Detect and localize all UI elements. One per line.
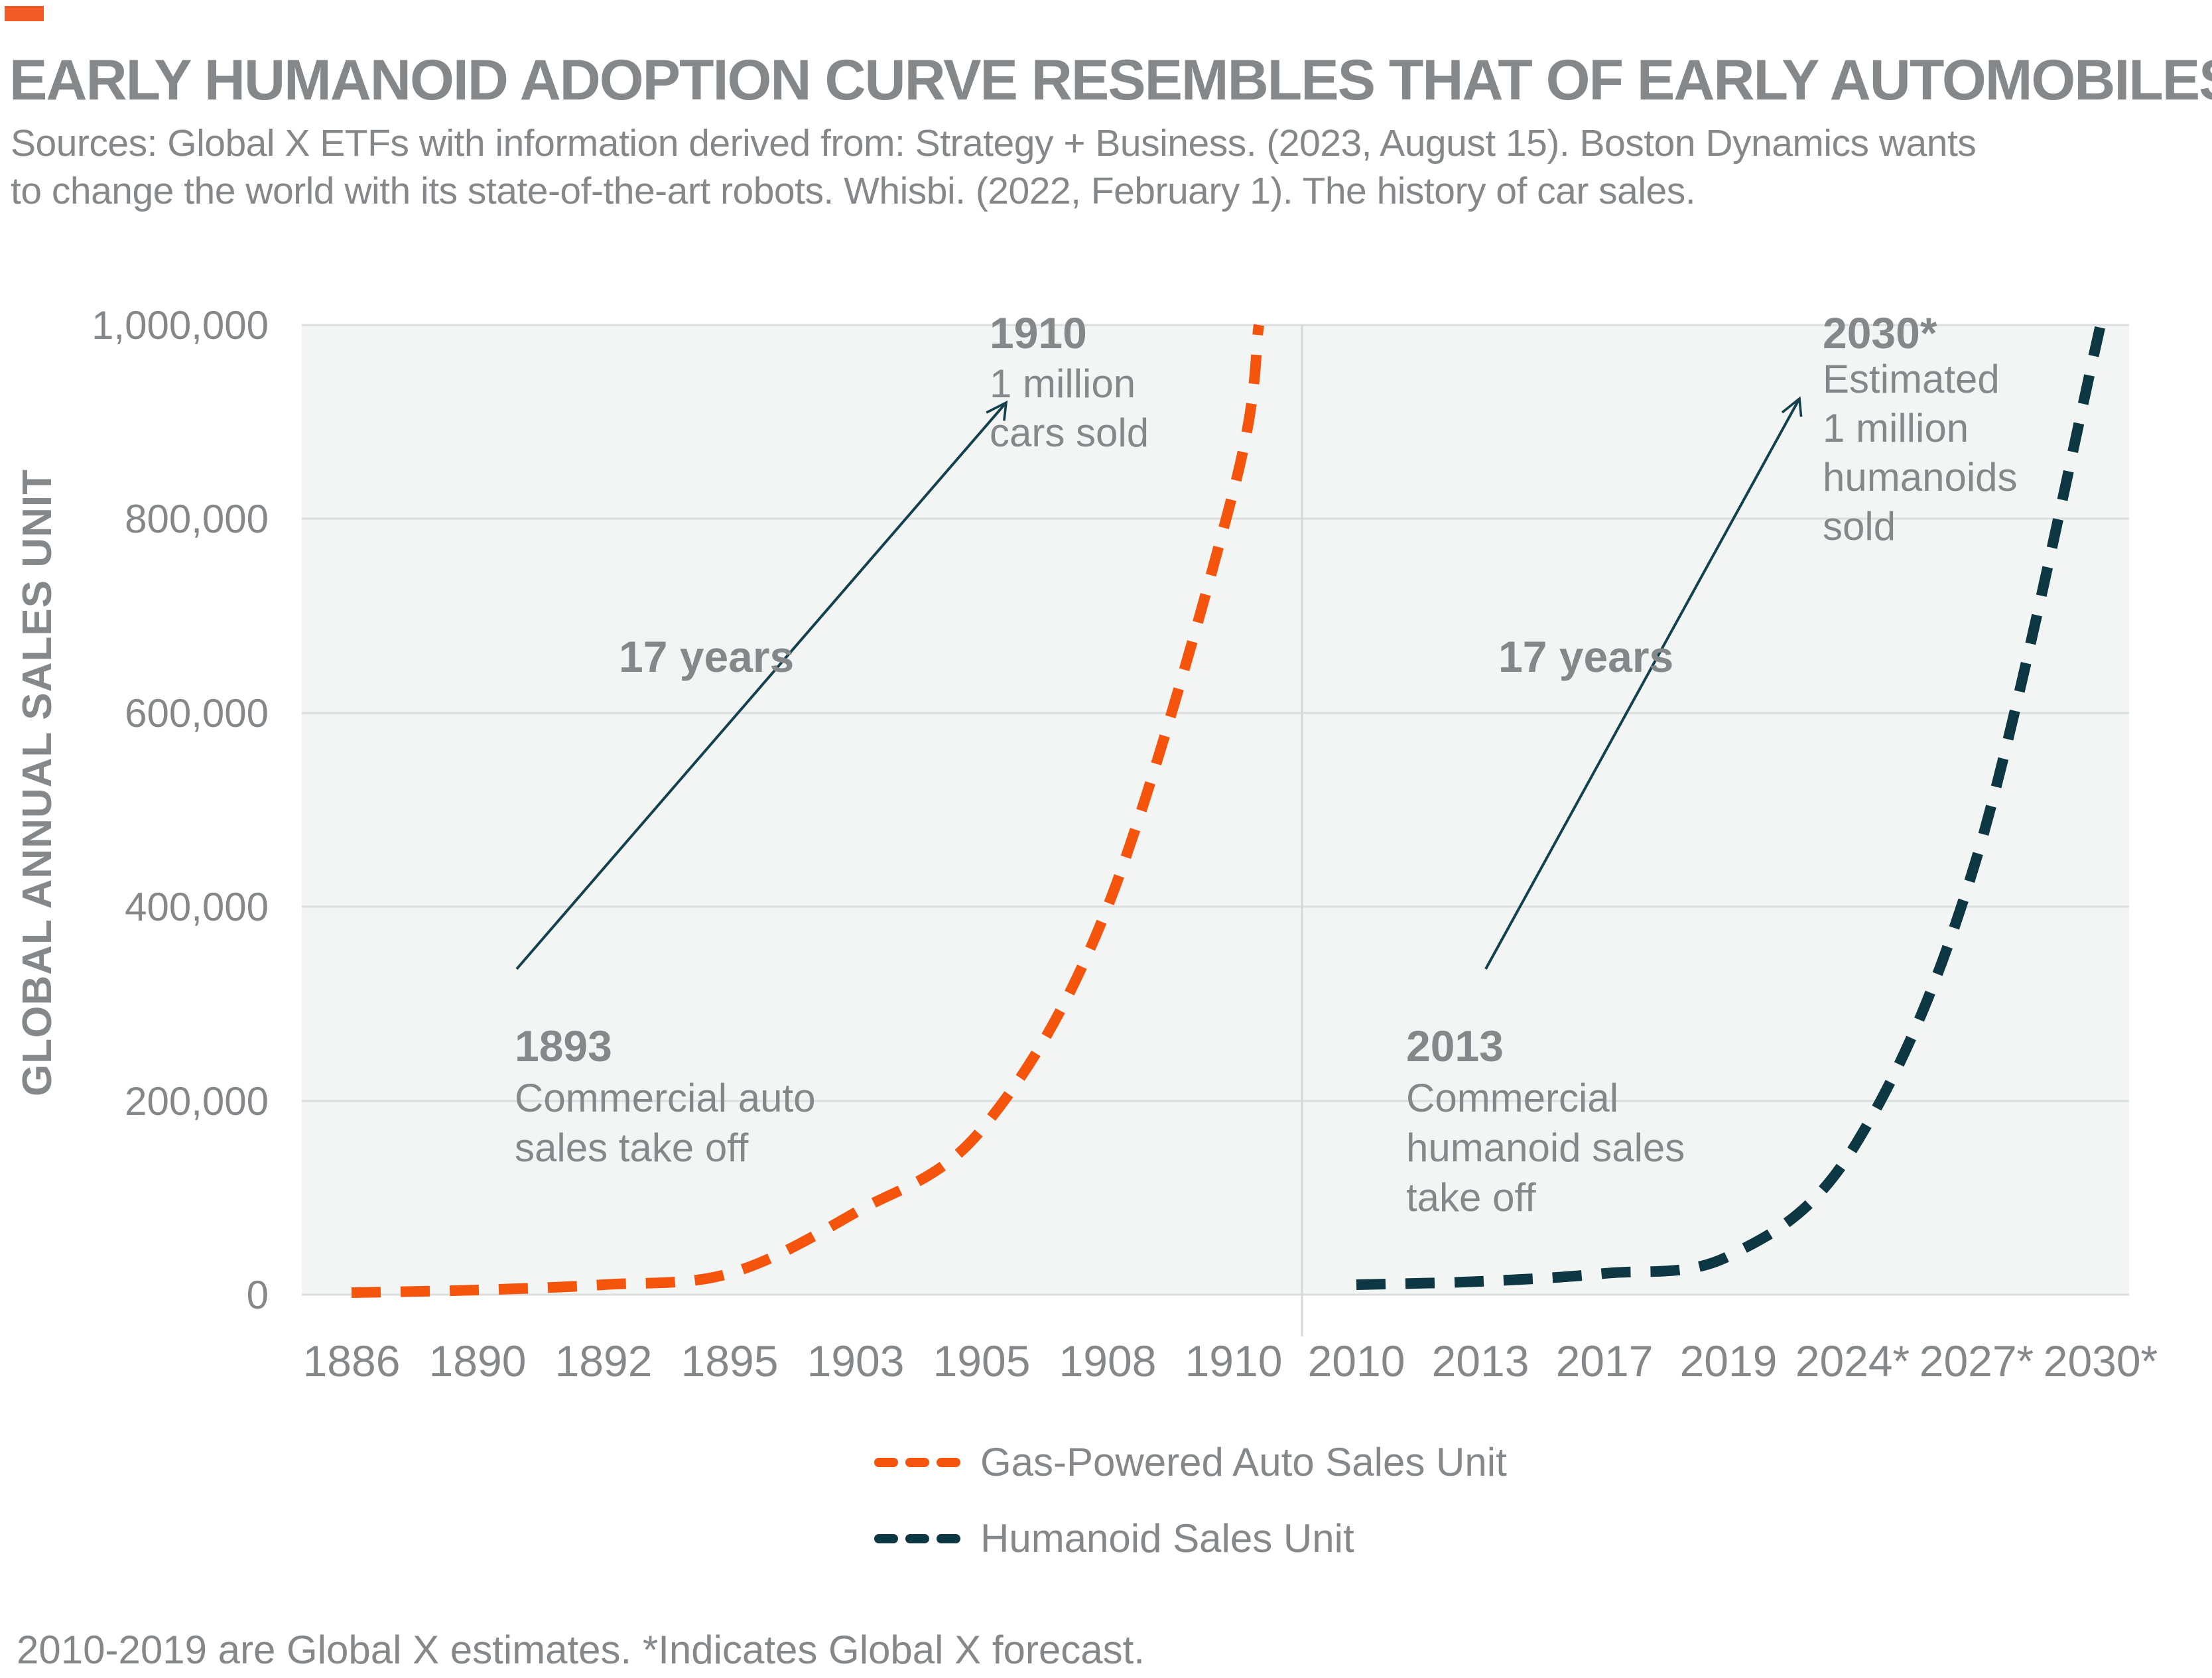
x-tick: 1903 — [807, 1336, 905, 1386]
y-axis-ticks: 1,000,000 800,000 600,000 400,000 200,00… — [92, 303, 269, 1317]
annotation-line: humanoids — [1823, 455, 2018, 499]
page-title: EARLY HUMANOID ADOPTION CURVE RESEMBLES … — [9, 48, 2212, 112]
y-tick: 200,000 — [125, 1079, 269, 1124]
annotation-year: 1893 — [515, 1021, 612, 1070]
annotation-line: take off — [1406, 1175, 1536, 1220]
y-tick: 400,000 — [125, 885, 269, 929]
annotation-line: Commercial auto — [515, 1076, 816, 1120]
annotation-autos-start: 1893 Commercial auto sales take off — [515, 1021, 816, 1170]
humanoid-curve — [1356, 324, 2106, 1290]
annotation-line: humanoid sales — [1406, 1126, 1685, 1170]
annotation-line: Commercial — [1406, 1076, 1618, 1120]
legend-dash — [905, 1458, 929, 1467]
duration-label-autos: 17 years — [619, 632, 794, 681]
annotation-line: 1 million — [1823, 406, 1969, 450]
x-tick: 2013 — [1432, 1336, 1529, 1386]
annotation-year: 2013 — [1406, 1021, 1504, 1070]
x-axis-ticks-humanoids: 2010 2013 2017 2019 2024* 2027* 2030* — [1308, 1336, 2158, 1386]
sources-line-1: Sources: Global X ETFs with information … — [11, 122, 1976, 164]
annotation-line: 1 million — [990, 361, 1136, 406]
y-tick: 0 — [247, 1273, 269, 1317]
legend-dash — [905, 1534, 929, 1543]
x-tick: 1890 — [429, 1336, 527, 1386]
annotation-humanoids-start: 2013 Commercial humanoid sales take off — [1406, 1021, 1685, 1220]
annotation-year: 1910 — [990, 308, 1087, 357]
sources-line-2: to change the world with its state-of-th… — [11, 170, 1695, 212]
x-tick: 2027* — [1919, 1336, 2034, 1386]
legend-dash — [874, 1458, 898, 1467]
x-tick: 1886 — [303, 1336, 401, 1386]
y-axis-title: GLOBAL ANNUAL SALES UNIT — [15, 469, 60, 1096]
annotation-year: 2030* — [1823, 308, 1937, 357]
duration-label-humanoids: 17 years — [1498, 632, 1673, 681]
x-tick: 1908 — [1059, 1336, 1157, 1386]
x-tick: 1895 — [681, 1336, 779, 1386]
arrow-17-years-autos — [515, 403, 1006, 970]
dashed-line-swatch-autos — [874, 1458, 960, 1467]
x-tick: 2019 — [1680, 1336, 1778, 1386]
gridlines — [302, 324, 2129, 1296]
x-tick: 2017 — [1556, 1336, 1654, 1386]
y-tick: 600,000 — [125, 691, 269, 736]
gas-powered-auto-curve — [351, 324, 1264, 1298]
x-axis-ticks-autos: 1886 1890 1892 1895 1903 1905 1908 1910 — [303, 1336, 1283, 1386]
x-tick: 2010 — [1308, 1336, 1405, 1386]
legend-dash — [937, 1534, 960, 1543]
x-tick: 1905 — [933, 1336, 1031, 1386]
annotation-line: cars sold — [990, 411, 1149, 455]
brand-square-icon — [5, 6, 44, 21]
annotation-autos-peak: 1910 1 million cars sold — [990, 308, 1149, 455]
y-tick: 800,000 — [125, 497, 269, 541]
annotation-line: sales take off — [515, 1126, 749, 1170]
annotation-line: sold — [1823, 504, 1896, 549]
x-tick: 1910 — [1185, 1336, 1283, 1386]
x-tick: 2024* — [1795, 1336, 1910, 1386]
footnote: 2010-2019 are Global X estimates. *Indic… — [17, 1628, 1145, 1672]
dashed-line-swatch-humanoids — [874, 1534, 960, 1543]
annotation-line: Estimated — [1823, 357, 2000, 401]
x-tick: 1892 — [555, 1336, 653, 1386]
legend-dash — [874, 1534, 898, 1543]
arrow-17-years-humanoids — [1484, 399, 1799, 970]
plot-area — [302, 325, 2129, 1295]
legend: Gas-Powered Auto Sales Unit Humanoid Sal… — [874, 1440, 1507, 1561]
legend-label-humanoids: Humanoid Sales Unit — [980, 1516, 1354, 1561]
legend-label-autos: Gas-Powered Auto Sales Unit — [980, 1440, 1507, 1484]
y-tick: 1,000,000 — [92, 303, 269, 348]
legend-dash — [937, 1458, 960, 1467]
x-tick: 2030* — [2044, 1336, 2158, 1386]
annotation-humanoids-peak: 2030* Estimated 1 million humanoids sold — [1823, 308, 2018, 549]
